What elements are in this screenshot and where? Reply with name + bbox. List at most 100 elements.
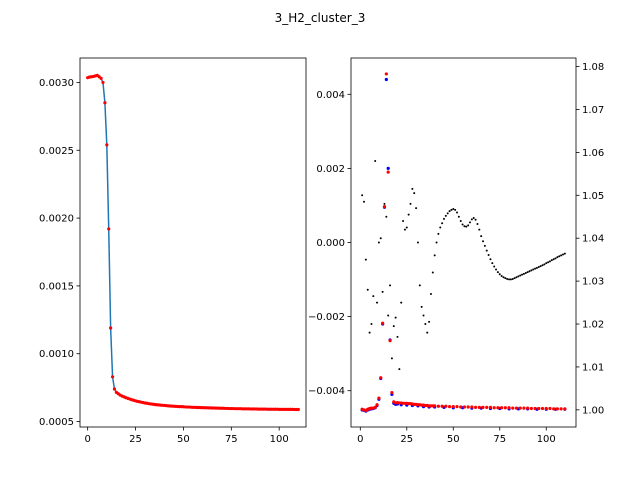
series-point-red (436, 404, 440, 408)
series-point-black (534, 267, 537, 270)
series-point-black (556, 256, 559, 259)
series-point-black (493, 265, 496, 268)
series-point-red (481, 405, 485, 409)
series-point-black (415, 207, 418, 210)
series-point-black (535, 266, 538, 269)
series-point-black (552, 258, 555, 261)
series-point-black (418, 284, 421, 287)
series-point-black (366, 288, 369, 291)
series-point-black (379, 237, 382, 240)
series-point-black (483, 244, 486, 247)
series-point-black (383, 202, 386, 205)
series-point-red (381, 321, 385, 325)
series-point-black (374, 159, 377, 162)
series-point-red (540, 406, 545, 411)
left-axis-ytick-label: 0.0030 (39, 78, 74, 89)
series-point-black (429, 292, 432, 295)
series-point-black (441, 222, 444, 225)
series-point-black (504, 277, 507, 280)
series-point-red (552, 407, 556, 411)
series-point-black (480, 235, 483, 238)
series-point-red (522, 406, 526, 410)
series-point-red (488, 405, 493, 409)
right-axis-y2tick-label: 1.05 (582, 191, 604, 202)
series-point-black (509, 278, 512, 281)
series-point-black (506, 277, 509, 280)
series-point-black (539, 265, 542, 268)
series-point-black (442, 217, 445, 220)
right-axis-xtick-label: 0 (357, 434, 363, 445)
series-point-red (459, 405, 463, 409)
series-point-red (379, 376, 383, 380)
series-point-red (492, 406, 496, 410)
series-point-red (107, 227, 111, 231)
right-axis-frame (350, 57, 577, 428)
series-point-red (526, 406, 530, 410)
series-point-black (361, 194, 364, 197)
series-point-red (440, 404, 444, 408)
series-point-red (384, 72, 388, 76)
series-point-black (370, 323, 373, 326)
series-point-black (561, 253, 564, 256)
series-point-black (431, 271, 434, 274)
series-point-black (396, 335, 399, 338)
left-axis-ytick-label: 0.0005 (39, 417, 74, 428)
series-point-red (462, 405, 467, 409)
right-axis-ytick-label: 0.000 (316, 238, 345, 249)
series-point-red (444, 404, 448, 408)
series-point-black (545, 262, 548, 265)
series-point-black (405, 226, 408, 229)
series-point-black (522, 272, 525, 275)
series-point-black (377, 241, 380, 244)
series-point-black (455, 211, 458, 214)
series-point-black (409, 202, 412, 205)
series-point-black (389, 284, 392, 287)
series-point-black (439, 226, 442, 229)
series-point-red (507, 406, 511, 410)
right-subplot: 0 25 50 75 100 −0.004 −0.002 0.000 0.002 0.004 1.0… (308, 57, 604, 445)
series-point-red (109, 326, 113, 330)
series-point-red (559, 407, 563, 411)
series-point-black (402, 220, 405, 223)
series-point-black (519, 274, 522, 277)
series-point-red (101, 80, 105, 85)
right-axis-ytick-label: −0.002 (308, 312, 345, 323)
series-point-black (487, 253, 490, 256)
series-point-red (390, 390, 394, 395)
series-point-black (426, 331, 429, 334)
series-point-red (373, 405, 377, 409)
series-point-black (381, 290, 384, 293)
series-point-black (465, 225, 468, 228)
series-point-red (485, 405, 489, 409)
series-point-black (392, 325, 395, 328)
series-point-black (558, 255, 561, 258)
series-point-black (424, 323, 427, 326)
figure-title: 3_H2_cluster_3 (275, 11, 366, 25)
series-point-black (469, 221, 472, 224)
left-axis-ytick-label: 0.0015 (39, 281, 74, 292)
series-point-red (447, 405, 452, 409)
right-axis-xtick-label: 50 (447, 434, 460, 445)
series-point-red (433, 404, 437, 408)
series-point-black (526, 271, 529, 274)
series-point-black (463, 225, 466, 228)
series-point-red (296, 407, 300, 412)
series-point-black (407, 213, 410, 216)
series-point-black (364, 258, 367, 261)
series-point-red (544, 406, 548, 411)
series-point-red (451, 405, 455, 409)
series-point-black (398, 368, 401, 371)
series-point-black (394, 316, 397, 319)
series-point-black (368, 331, 371, 334)
series-point-red (511, 406, 515, 410)
right-axis-xtick-label: 100 (537, 434, 556, 445)
series-point-red (548, 406, 552, 411)
series-point-black (435, 241, 438, 244)
series-point-red (388, 339, 392, 343)
series-point-black (543, 263, 546, 266)
series-point-black (485, 249, 488, 252)
series-point-black (495, 268, 498, 271)
series-point-red (105, 143, 109, 147)
series-point-black (457, 215, 460, 218)
